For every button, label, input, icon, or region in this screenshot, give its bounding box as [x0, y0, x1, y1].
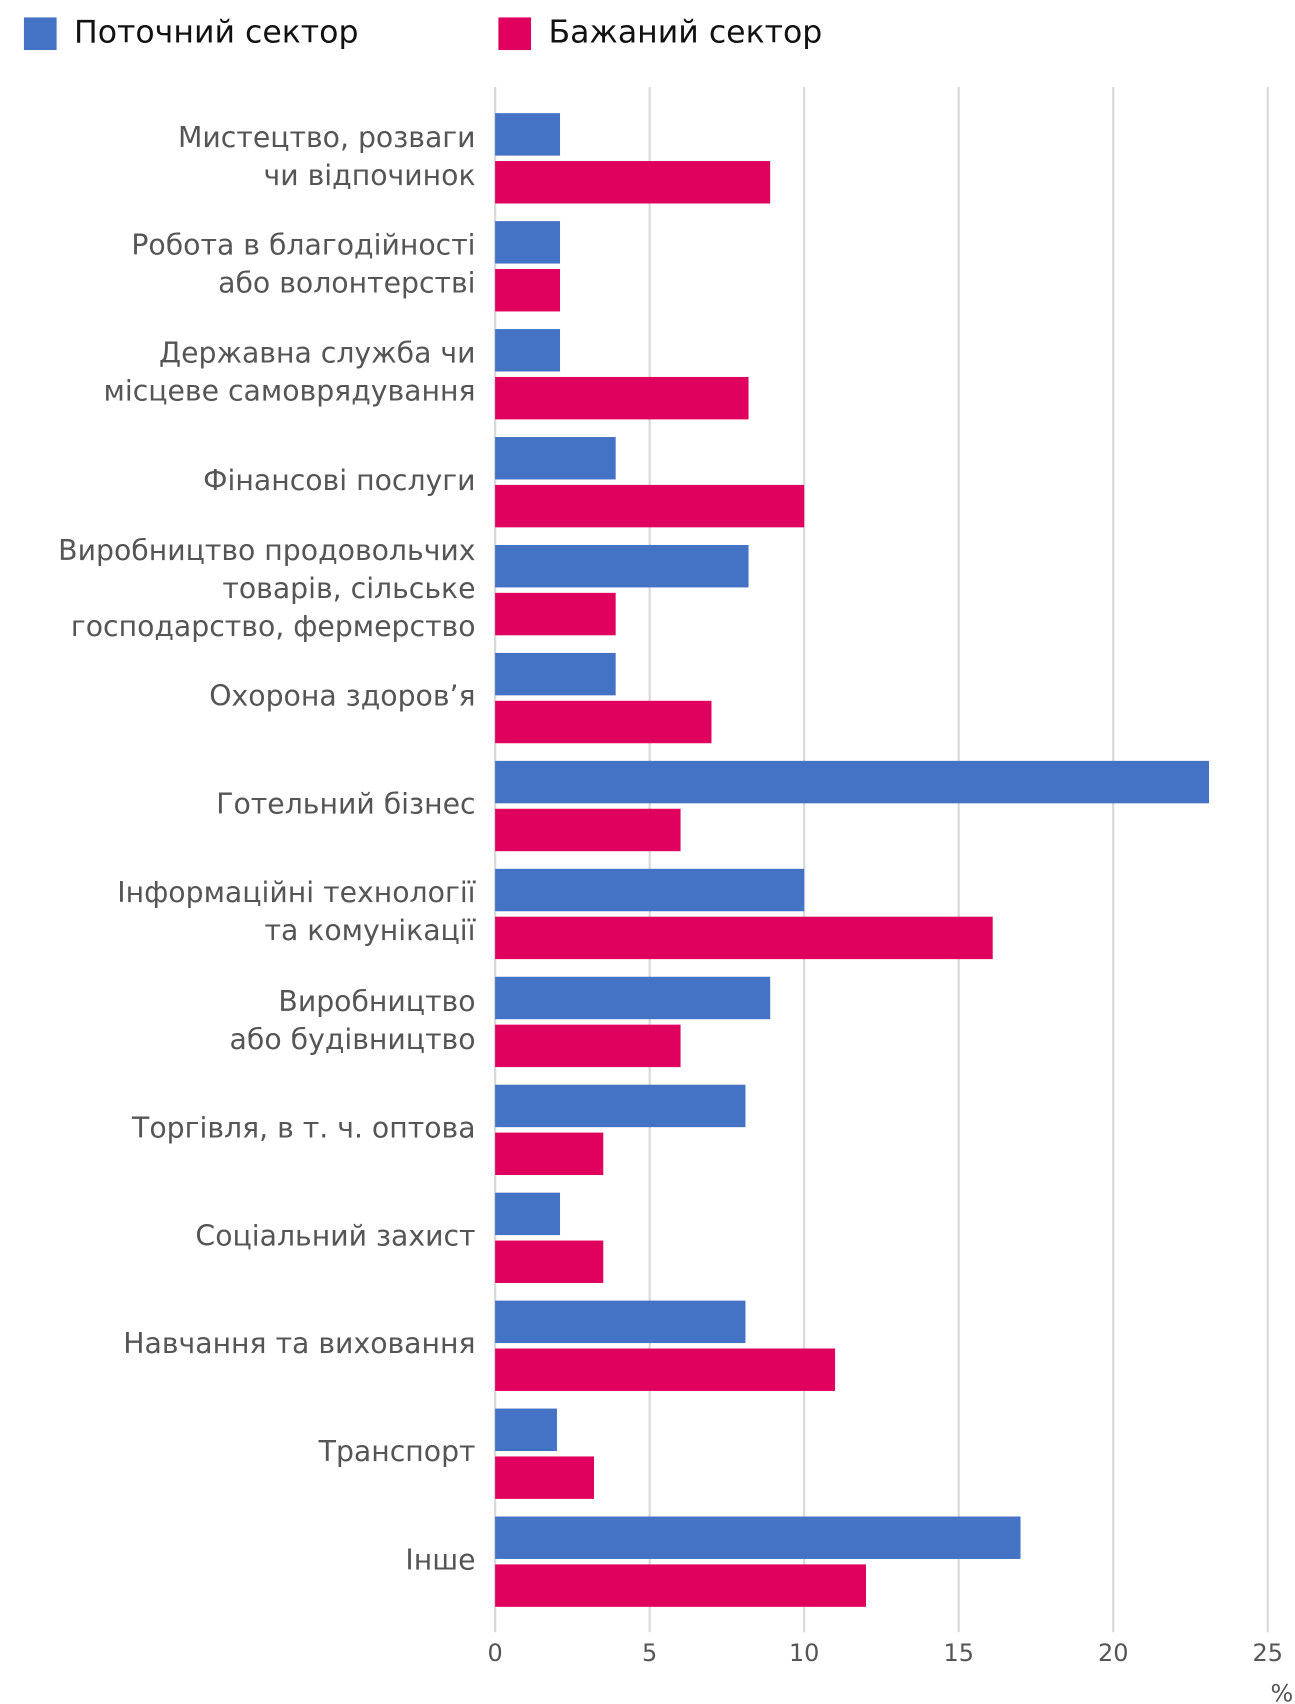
legend-label: Бажаний сектор	[548, 15, 822, 51]
bar	[495, 1516, 1021, 1559]
x-tick-label: 20	[1098, 1639, 1128, 1667]
y-tick-label: Навчання та виховання	[123, 1328, 476, 1361]
bar	[495, 1084, 746, 1128]
y-tick-label: Інше	[405, 1544, 476, 1577]
legend-swatch	[498, 17, 532, 51]
y-tick-label: Виробництво продовольчих товарів, сільсь…	[58, 534, 476, 644]
bar	[495, 760, 1210, 804]
x-tick-label: 5	[642, 1639, 657, 1667]
x-tick-label: 10	[789, 1639, 819, 1667]
bar	[495, 1456, 595, 1499]
bar	[495, 113, 561, 156]
bar	[495, 376, 749, 420]
bar	[495, 1024, 681, 1068]
x-unit: %	[1271, 1679, 1294, 1704]
y-tick-label: Соціальний захист	[195, 1220, 476, 1254]
x-tick-label: 25	[1253, 1639, 1283, 1667]
bar	[495, 484, 805, 528]
bar	[495, 1240, 604, 1283]
bar	[495, 437, 616, 480]
legend-label: Поточний сектор	[74, 15, 359, 51]
bar	[495, 1348, 836, 1391]
legend-swatch	[23, 17, 57, 51]
bar	[495, 269, 561, 312]
y-tick-label: Фінансові послуги	[203, 464, 476, 498]
bar	[495, 868, 805, 912]
bar	[495, 976, 771, 1020]
bar	[495, 161, 771, 204]
y-tick-label: Транспорт	[318, 1436, 476, 1469]
y-tick-label: Інформаційні технології та комунікації	[117, 877, 476, 949]
x-tick-label: 15	[943, 1639, 973, 1667]
bar	[495, 1300, 746, 1344]
x-tick-label: 0	[488, 1639, 503, 1667]
bar	[495, 221, 561, 264]
bar	[495, 1408, 557, 1452]
bar	[495, 592, 616, 636]
y-tick-label: Торгівля, в т. ч. оптова	[132, 1112, 476, 1146]
bar	[495, 329, 561, 372]
bar	[495, 916, 993, 960]
y-tick-label: Мистецтво, розваги чи відпочинок	[178, 121, 476, 193]
bar	[495, 808, 681, 852]
y-tick-label: Робота в благодійності або волонтерстві	[131, 229, 476, 301]
y-tick-label: Готельний бізнес	[216, 788, 476, 822]
y-tick-label: Охорона здоров’я	[209, 680, 476, 714]
bar	[495, 1132, 604, 1176]
y-tick-label: Виробництво або будівництво	[229, 985, 476, 1057]
y-tick-label: Державна служба чи місцеве самоврядуванн…	[103, 337, 476, 409]
bar	[495, 1564, 866, 1607]
bar	[495, 544, 749, 588]
bar	[495, 1192, 561, 1236]
bar	[495, 700, 712, 744]
bar	[495, 652, 616, 696]
